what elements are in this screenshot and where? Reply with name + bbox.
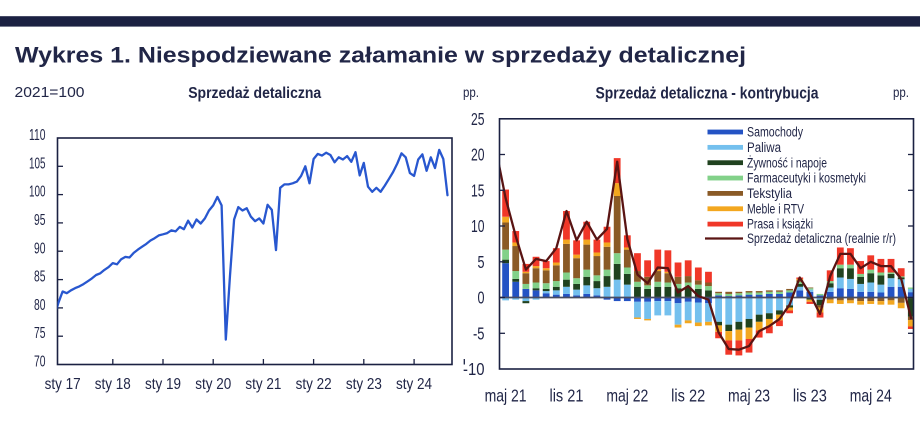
svg-text:Sprzedaż detaliczna: Sprzedaż detaliczna — [188, 85, 321, 102]
svg-text:Wykres 1. Niespodziewane załam: Wykres 1. Niespodziewane załamanie w spr… — [15, 43, 746, 68]
svg-text:-5: -5 — [473, 323, 485, 343]
svg-text:Paliwa: Paliwa — [747, 140, 781, 155]
svg-text:85: 85 — [34, 269, 46, 286]
svg-text:sty 24: sty 24 — [396, 376, 432, 393]
svg-text:Tekstylia: Tekstylia — [747, 186, 792, 201]
svg-text:sty 23: sty 23 — [346, 376, 382, 393]
svg-text:Prasa i książki: Prasa i książki — [747, 217, 813, 232]
svg-text:75: 75 — [34, 325, 46, 342]
svg-text:-10: -10 — [463, 359, 485, 379]
svg-text:Sprzedaż detaliczna (realnie r: Sprzedaż detaliczna (realnie r/r) — [747, 231, 896, 246]
svg-text:maj 21: maj 21 — [485, 386, 527, 406]
svg-text:maj 24: maj 24 — [850, 386, 892, 406]
svg-text:sty 18: sty 18 — [95, 376, 131, 393]
svg-text:0: 0 — [478, 288, 485, 308]
svg-text:Samochody: Samochody — [747, 125, 803, 140]
svg-text:105: 105 — [29, 155, 46, 172]
svg-text:pp.: pp. — [893, 84, 909, 100]
svg-text:sty 21: sty 21 — [245, 376, 281, 393]
svg-text:pp.: pp. — [463, 84, 479, 100]
svg-text:lis 22: lis 22 — [671, 386, 705, 406]
svg-text:Meble i RTV: Meble i RTV — [747, 201, 804, 216]
svg-text:sty 22: sty 22 — [296, 376, 332, 393]
svg-text:lis 21: lis 21 — [549, 386, 583, 406]
svg-text:2021=100: 2021=100 — [15, 84, 85, 101]
svg-text:100: 100 — [29, 184, 46, 201]
svg-text:10: 10 — [471, 216, 485, 236]
svg-text:70: 70 — [34, 354, 46, 371]
svg-text:20: 20 — [471, 145, 485, 165]
svg-text:sty 20: sty 20 — [195, 376, 231, 393]
svg-text:90: 90 — [34, 240, 46, 257]
svg-text:Żywność i napoje: Żywność i napoje — [747, 155, 827, 170]
svg-text:80: 80 — [34, 297, 46, 314]
svg-text:maj 23: maj 23 — [728, 386, 770, 406]
svg-text:15: 15 — [471, 180, 485, 200]
svg-text:Farmaceutyki i kosmetyki: Farmaceutyki i kosmetyki — [747, 171, 866, 186]
svg-text:110: 110 — [29, 127, 46, 144]
svg-text:25: 25 — [471, 109, 485, 129]
svg-text:Sprzedaż detaliczna - kontrybu: Sprzedaż detaliczna - kontrybucja — [596, 84, 819, 103]
svg-text:sty 17: sty 17 — [45, 376, 81, 393]
svg-text:5: 5 — [478, 252, 485, 272]
svg-text:maj 22: maj 22 — [606, 386, 648, 406]
svg-text:lis 23: lis 23 — [793, 386, 827, 406]
svg-text:sty 19: sty 19 — [145, 376, 181, 393]
svg-text:95: 95 — [34, 212, 46, 229]
